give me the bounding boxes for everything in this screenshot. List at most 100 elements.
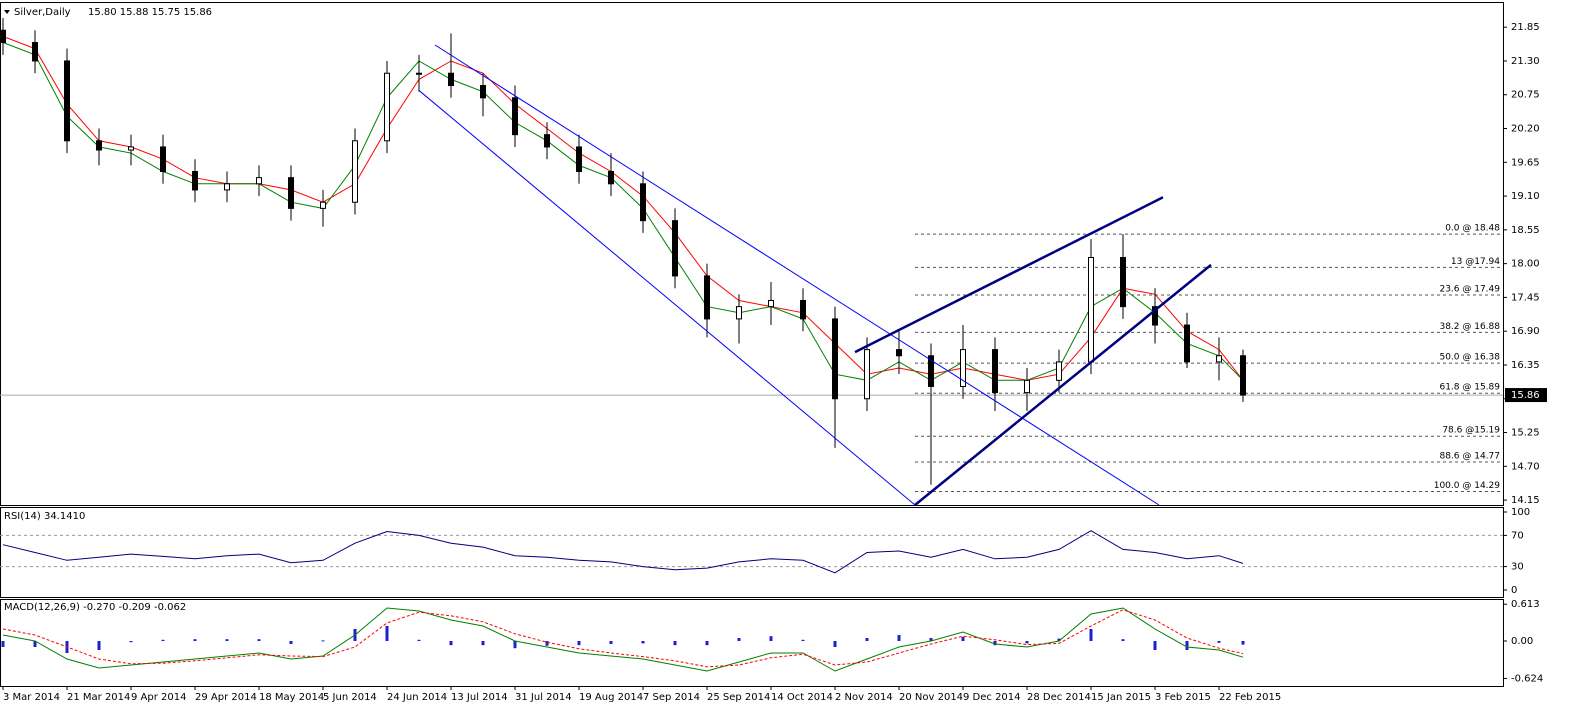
histogram-bar (193, 639, 197, 641)
x-tick-label: 31 Jul 2014 (515, 692, 572, 703)
candle-body (1184, 324, 1190, 363)
x-tick-label: 13 Jul 2014 (451, 692, 508, 703)
y-tick-label: 30 (1511, 562, 1524, 573)
candle-body (448, 72, 454, 87)
y-tick-label: 0 (1511, 585, 1517, 596)
x-tick-label: 9 Apr 2014 (131, 692, 186, 703)
trendline (418, 90, 916, 506)
trendline (854, 196, 1164, 354)
last-price-box (1505, 388, 1547, 403)
x-tick-label: 7 Sep 2014 (643, 692, 700, 703)
macd-panel (0, 599, 1504, 687)
menu-arrow (4, 10, 10, 14)
histogram-bar (513, 641, 517, 649)
candle-body (544, 134, 550, 148)
candle-body (96, 140, 102, 151)
x-tick-label: 22 Feb 2015 (1219, 692, 1281, 703)
candle-body (864, 349, 870, 400)
y-tick-label: 19.10 (1511, 191, 1540, 202)
candle-body (928, 355, 934, 387)
histogram-bar (961, 636, 965, 641)
candle-body (1024, 379, 1030, 394)
histogram-bar (577, 641, 581, 646)
histogram-bar (929, 638, 933, 641)
x-tick-label: 5 Jun 2014 (323, 692, 377, 703)
candle-body (480, 85, 486, 99)
candle-body (224, 183, 230, 191)
histogram-bar (833, 641, 837, 647)
fib-label: 23.6 @ 17.49 (1439, 284, 1500, 294)
y-tick-label: 100 (1511, 507, 1530, 518)
histogram-bar (481, 641, 485, 646)
candle-body (608, 171, 614, 185)
histogram-bar (1217, 641, 1221, 643)
candle-body (512, 97, 518, 136)
fib-label: 0.0 @ 18.48 (1445, 224, 1500, 234)
histogram-bar (257, 639, 261, 641)
histogram-bar (97, 641, 101, 650)
candle-body (320, 201, 326, 209)
candle-body (160, 146, 166, 173)
histogram-bar (289, 641, 293, 644)
fib-label: 78.6 @15.19 (1442, 426, 1500, 436)
histogram-bar (1057, 638, 1061, 641)
candle-body (0, 29, 6, 44)
y-tick-label: 16.35 (1511, 360, 1540, 371)
x-tick-label: 29 Apr 2014 (195, 692, 257, 703)
x-tick-label: 14 Oct 2014 (771, 692, 833, 703)
trendline (434, 44, 1160, 506)
y-tick-label: 14.15 (1511, 495, 1540, 506)
histogram-bar (897, 635, 901, 641)
trendline (914, 263, 1212, 506)
histogram-bar (1241, 641, 1245, 645)
histogram-bar (673, 641, 677, 646)
candle-body (1216, 355, 1222, 363)
candle-body (384, 72, 390, 142)
candle-body (800, 299, 806, 320)
line (2, 42, 1244, 381)
line (2, 609, 1244, 668)
histogram-bar (449, 641, 453, 646)
x-tick-label: 20 Nov 2014 (899, 692, 963, 703)
candle-body (288, 177, 294, 209)
histogram-bar (417, 639, 421, 641)
y-tick-label: 21.85 (1511, 22, 1540, 33)
x-tick-label: 3 Mar 2014 (3, 692, 60, 703)
candle-body (1240, 355, 1246, 396)
candle-body (832, 318, 838, 400)
x-tick-label: 18 May 2014 (259, 692, 324, 703)
candle-body (672, 220, 678, 277)
fib-label: 13 @17.94 (1451, 257, 1500, 267)
fib-label: 61.8 @ 15.89 (1439, 383, 1500, 393)
histogram-bar (321, 640, 325, 642)
y-tick-label: 18.55 (1511, 225, 1540, 236)
histogram-bar (609, 641, 613, 644)
candle-body (32, 42, 38, 62)
candle-body (960, 349, 966, 387)
y-tick-label: 16.90 (1511, 326, 1540, 337)
candle-body (352, 140, 358, 203)
x-tick-label: 24 Jun 2014 (387, 692, 447, 703)
histogram-bar (641, 641, 645, 644)
candle-body (256, 177, 262, 185)
histogram-bar (801, 639, 805, 641)
y-tick-label: 21.30 (1511, 56, 1540, 67)
candle-body (896, 349, 902, 357)
rsi-title: RSI(14) 34.1410 (4, 511, 85, 522)
histogram-bar (769, 636, 773, 641)
histogram-bar (1153, 641, 1157, 650)
x-tick-label: 15 Jan 2015 (1091, 692, 1151, 703)
fib-label: 38.2 @ 16.88 (1439, 322, 1500, 332)
histogram-bar (129, 641, 133, 643)
candle-body (992, 349, 998, 394)
candle-body (416, 72, 422, 75)
histogram-bar (225, 639, 229, 641)
y-tick-label: 14.70 (1511, 461, 1540, 472)
fib-label: 50.0 @ 16.38 (1439, 353, 1500, 363)
histogram-bar (737, 638, 741, 641)
chart-title: Silver,Daily (14, 7, 71, 18)
histogram-bar (545, 641, 549, 646)
y-tick-label: 70 (1511, 530, 1524, 541)
candle-body (1152, 306, 1158, 326)
